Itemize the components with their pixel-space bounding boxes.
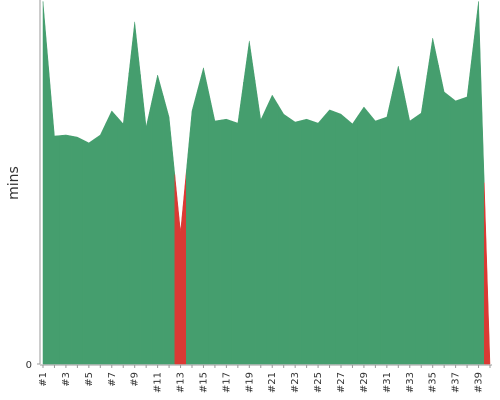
area-segment <box>392 65 405 365</box>
x-tick-label: #7 <box>107 372 118 387</box>
area-segment <box>59 134 72 365</box>
area-segment <box>186 89 198 365</box>
area-segment <box>231 81 244 365</box>
area-segment <box>151 74 164 365</box>
area-segment <box>461 49 474 365</box>
area-segment <box>174 171 187 365</box>
x-tick-label: #17 <box>221 372 232 393</box>
area-segment <box>94 122 107 365</box>
area-segment <box>300 118 313 365</box>
y-tick-label: 0 <box>26 360 32 371</box>
x-tick-label: #33 <box>405 372 416 393</box>
area-segment <box>208 94 221 365</box>
area-segment <box>403 93 416 365</box>
area-segment <box>472 1 485 365</box>
area-segment <box>357 106 370 365</box>
area-segment <box>323 109 336 365</box>
area-segment <box>71 135 84 365</box>
area-segment <box>48 68 61 365</box>
area-segment <box>254 80 267 365</box>
area-segment <box>277 103 290 365</box>
x-tick-label: #11 <box>153 372 164 393</box>
area-segment <box>163 95 176 365</box>
area-segment <box>220 118 233 365</box>
area-segment <box>369 113 382 365</box>
x-tick-label: #35 <box>428 372 439 393</box>
area-segment <box>415 75 428 365</box>
area-segment <box>380 91 393 365</box>
x-tick-label: #19 <box>244 372 255 393</box>
x-tick-label: #3 <box>61 372 72 387</box>
x-tick-label: #13 <box>176 372 187 393</box>
x-tick-label: #15 <box>198 372 209 393</box>
area-segment <box>128 21 141 365</box>
x-tick-label: #21 <box>267 372 278 393</box>
area-segment <box>243 40 256 365</box>
x-tick-label: #27 <box>336 372 347 393</box>
y-axis-title: mins <box>6 166 22 200</box>
x-tick-label: #9 <box>130 372 141 387</box>
x-tick-label: #5 <box>84 372 95 387</box>
area-segment <box>346 114 359 365</box>
area-segment <box>117 72 130 365</box>
x-tick-label: #25 <box>313 372 324 393</box>
area-segment <box>42 1 49 365</box>
x-tick-label: #31 <box>382 372 393 393</box>
x-tick-label: #1 <box>38 372 49 387</box>
area-segment <box>335 111 347 365</box>
area-segment <box>426 37 439 365</box>
x-tick-label: #39 <box>474 372 485 393</box>
area-segment <box>438 64 451 365</box>
area-segment <box>449 95 462 365</box>
area-segment <box>197 67 210 365</box>
area-segment <box>484 182 491 365</box>
area-segment <box>82 138 95 365</box>
x-tick-label: #23 <box>290 372 301 393</box>
area-segment <box>105 110 118 365</box>
x-tick-label: #29 <box>359 372 370 393</box>
area-segment <box>266 94 279 365</box>
x-tick-label: #37 <box>451 372 462 393</box>
area-segment <box>140 74 153 365</box>
area-segment <box>312 115 325 365</box>
area-segment <box>289 117 302 365</box>
